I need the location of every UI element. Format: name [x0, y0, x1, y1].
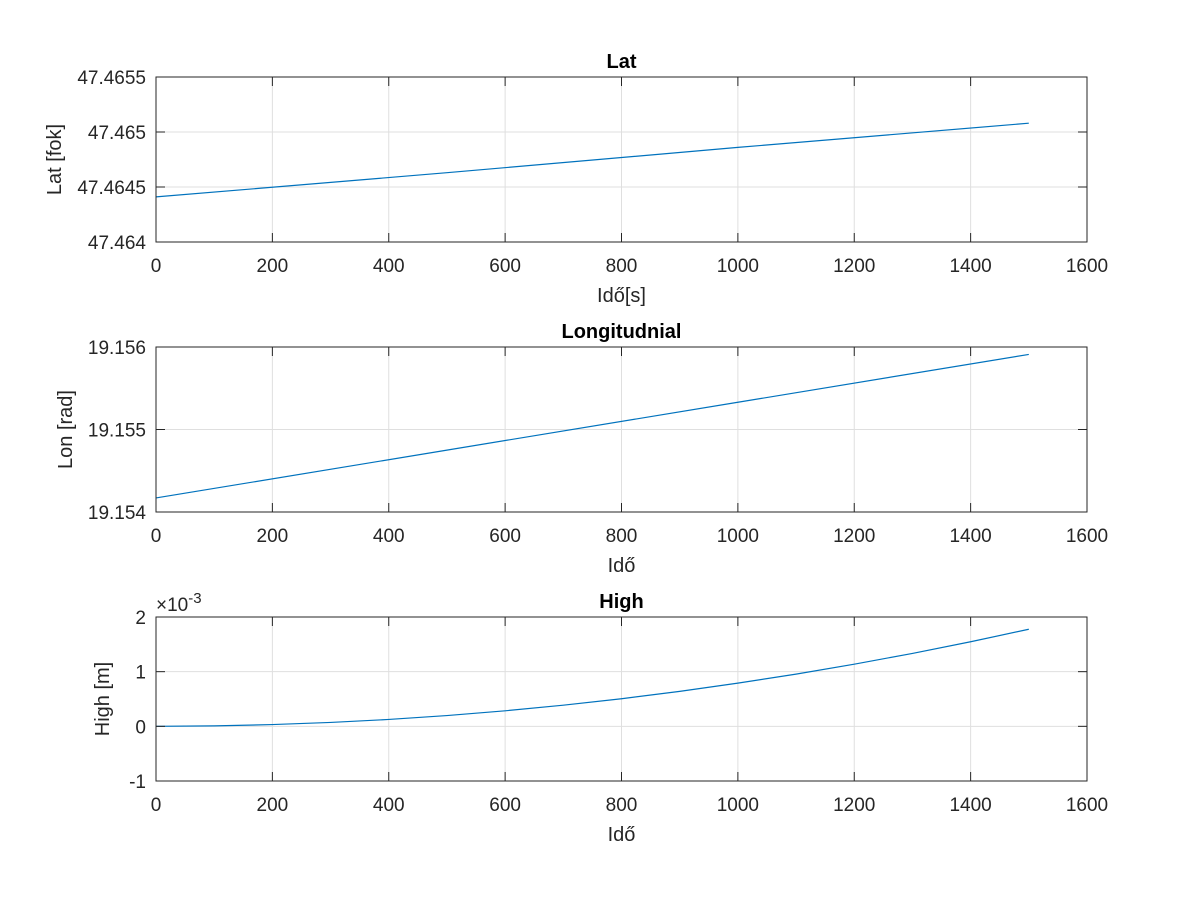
y-tick-label: 19.155: [88, 421, 146, 442]
y-exponent-label: ×10-3: [156, 590, 202, 616]
subplot-3: 0 200 400 600 800 1000 1200 1400 1600-1012HighId…: [92, 590, 1108, 846]
x-tick-label: 1600: [1066, 795, 1108, 816]
y-tick-label: 0: [135, 717, 146, 738]
x-tick-label: 800: [606, 526, 638, 547]
y-tick-label: 19.156: [88, 338, 146, 359]
subplot-1: 0 200 400 600 800 1000 1200 1400 1600 47.464 47.46…: [44, 51, 1108, 307]
x-tick-label: 1000: [717, 256, 759, 277]
series-line-1: [155, 353, 1029, 499]
y-tick-label: 47.464: [88, 233, 147, 254]
x-tick-label: 1600: [1066, 256, 1108, 277]
x-tick-label: 200: [257, 256, 289, 277]
y-tick-label: 1: [135, 663, 146, 684]
x-axis-label: Idő[s]: [597, 285, 646, 307]
x-tick-label: 200: [257, 526, 289, 547]
subplot-2: 0 200 400 600 800 1000 1200 1400 1600 19.154 19.15…: [55, 321, 1108, 577]
x-tick-label: 1400: [949, 795, 991, 816]
x-tick-label: 0: [151, 256, 162, 277]
x-tick-label: 1200: [833, 526, 875, 547]
y-tick-label: 47.4645: [77, 178, 146, 199]
x-tick-label: 800: [606, 256, 638, 277]
y-tick-label: 47.4655: [77, 68, 146, 89]
series-line-1: [155, 122, 1029, 198]
y-tick-label: -1: [129, 772, 146, 793]
x-tick-label: 1000: [717, 795, 759, 816]
series-line-1: [155, 628, 1029, 727]
x-tick-label: 800: [606, 795, 638, 816]
x-tick-label: 1600: [1066, 526, 1108, 547]
y-axis-label: Lat [fok]: [44, 124, 66, 195]
x-tick-label: 400: [373, 526, 405, 547]
x-tick-label: 400: [373, 795, 405, 816]
x-tick-label: 1400: [949, 256, 991, 277]
x-tick-label: 200: [257, 795, 289, 816]
y-tick-label: 19.154: [88, 503, 147, 524]
x-tick-label: 1200: [833, 256, 875, 277]
x-tick-label: 1400: [949, 526, 991, 547]
x-axis-label: Idő: [608, 824, 636, 846]
y-exponent-power: -3: [188, 590, 201, 607]
x-tick-label: 0: [151, 526, 162, 547]
x-axis-label: Idő: [608, 555, 636, 577]
y-tick-label: 47.465: [88, 123, 146, 144]
x-tick-label: 600: [489, 526, 521, 547]
subplot-title: High: [599, 591, 643, 613]
x-tick-label: 400: [373, 256, 405, 277]
x-tick-label: 1200: [833, 795, 875, 816]
subplot-title: Longitudnial: [562, 321, 682, 343]
x-tick-label: 0: [151, 795, 162, 816]
x-tick-label: 600: [489, 795, 521, 816]
x-tick-label: 600: [489, 256, 521, 277]
y-axis-label: Lon [rad]: [55, 390, 77, 469]
x-tick-label: 1000: [717, 526, 759, 547]
y-tick-label: 2: [135, 608, 146, 629]
y-axis-label: High [m]: [92, 662, 114, 736]
subplot-title: Lat: [607, 51, 637, 73]
